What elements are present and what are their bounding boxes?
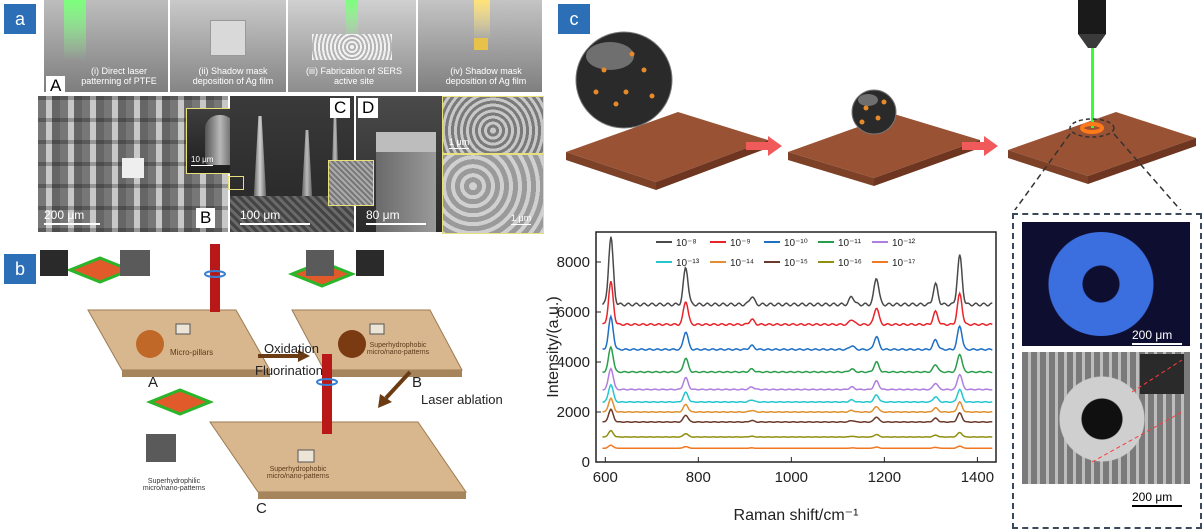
render-step-3: (iii) Fabrication of SERS active site xyxy=(288,0,416,92)
series-layer xyxy=(601,236,993,450)
x-tick-label: 600 xyxy=(593,469,618,486)
scale-bar-80um: 80 μm xyxy=(366,208,426,225)
legend-label-9: 10⁻¹⁷ xyxy=(892,258,916,269)
fluorescence-image: 200 μm xyxy=(1022,222,1190,346)
series-line-9 xyxy=(602,444,993,450)
fabrication-schematic xyxy=(40,244,467,499)
series-line-0 xyxy=(601,236,993,307)
y-tick-label: 8000 xyxy=(557,254,590,271)
legend-label-2: 10⁻¹⁰ xyxy=(784,238,808,249)
x-axis-label: Raman shift/cm⁻¹ xyxy=(734,507,859,524)
oxidation-label: Oxidation xyxy=(264,341,319,356)
caption-step-1: (i) Direct laser patterning of PTFE xyxy=(81,66,157,86)
subpanel-label-A: A xyxy=(46,76,66,96)
scale-bar-10um: 10 μm xyxy=(191,155,214,166)
y-tick-label: 6000 xyxy=(557,304,590,321)
render-step-2: (ii) Shadow mask deposition of Ag film xyxy=(170,0,286,92)
schematic-label-C: C xyxy=(256,500,267,517)
legend-label-8: 10⁻¹⁶ xyxy=(838,258,862,269)
superhydrophilic-label: Superhydrophilic micro/nano-patterns xyxy=(142,478,206,492)
raman-spectra-chart: 600 800 1000 1200 1400 0 2000 4000 6000 8000 10⁻… xyxy=(545,231,997,524)
legend-label-5: 10⁻¹³ xyxy=(676,258,700,269)
legend-label-7: 10⁻¹⁵ xyxy=(784,258,808,269)
sem-image-spot xyxy=(1022,352,1190,484)
superhydrophobic-label-top: Superhydrophobic micro/nano-patterns xyxy=(366,342,430,356)
series-line-4 xyxy=(602,367,993,391)
schematic-label-B: B xyxy=(412,374,423,391)
laser-ablation-label: Laser ablation xyxy=(421,392,503,407)
subpanel-label-C: C xyxy=(330,98,351,118)
subpanel-label-B: B xyxy=(196,208,216,228)
legend-label-6: 10⁻¹⁴ xyxy=(730,258,754,269)
x-axis-ticks: 600 800 1000 1200 1400 xyxy=(593,457,994,486)
series-line-8 xyxy=(602,429,993,438)
series-line-2 xyxy=(602,314,993,351)
caption-step-3: (iii) Fabrication of SERS active site xyxy=(305,66,403,86)
scale-bar-200um-bottom: 200 μm xyxy=(1132,490,1182,507)
legend-label-3: 10⁻¹¹ xyxy=(838,238,862,249)
subpanel-label-D: D xyxy=(358,98,379,118)
panel-tag-a: a xyxy=(4,4,36,34)
schematic-label-A: A xyxy=(148,374,159,391)
y-axis-label: Intensity/(a.u.) xyxy=(545,296,562,397)
caption-step-4: (iv) Shadow mask deposition of Ag film xyxy=(445,66,527,86)
legend-label-0: 10⁻⁸ xyxy=(676,238,697,249)
x-tick-label: 800 xyxy=(686,469,711,486)
scale-bar-200um-top: 200 μm xyxy=(1132,328,1182,345)
series-line-7 xyxy=(602,408,993,423)
y-tick-label: 0 xyxy=(582,454,590,471)
x-tick-label: 1000 xyxy=(775,469,808,486)
fluorination-label: Fluorination xyxy=(255,363,323,378)
panel-tag-c: c xyxy=(558,4,590,34)
y-tick-label: 4000 xyxy=(557,354,590,371)
droplet-evaporation-schematic xyxy=(566,0,1196,210)
legend: 10⁻⁸ 10⁻⁹ 10⁻¹⁰ 10⁻¹¹ 10⁻¹² 10⁻¹³ 10⁻¹⁴ 10⁻¹⁵ 10… xyxy=(656,238,916,269)
series-line-5 xyxy=(602,383,993,404)
scale-bar-200um: 200 μm xyxy=(44,208,100,225)
scale-bar-100um: 100 μm xyxy=(240,208,310,225)
sem-inset-top-right: 1 μm xyxy=(442,96,544,154)
series-line-3 xyxy=(602,345,993,374)
series-line-6 xyxy=(602,397,993,414)
inset-marker xyxy=(228,176,244,190)
sem-inset-left xyxy=(328,160,374,206)
y-tick-label: 2000 xyxy=(557,404,590,421)
caption-step-2: (ii) Shadow mask deposition of Ag film xyxy=(192,66,274,86)
render-step-4: (iv) Shadow mask deposition of Ag film xyxy=(418,0,542,92)
dashed-red-indicator xyxy=(1022,352,1190,484)
legend-label-1: 10⁻⁹ xyxy=(730,238,751,249)
y-axis-ticks: 0 2000 4000 6000 8000 xyxy=(557,254,601,471)
panel-tag-b: b xyxy=(4,254,36,284)
x-tick-label: 1400 xyxy=(961,469,994,486)
zoom-box xyxy=(1012,213,1202,529)
series-line-1 xyxy=(602,281,993,327)
superhydrophobic-label-bottom: Superhydrophobic micro/nano-patterns xyxy=(266,466,330,480)
micro-pillars-label: Micro-pillars xyxy=(170,348,214,357)
scale-bar-1um-b: 1 μm xyxy=(511,213,532,225)
sem-inset-bottom-right: 1 μm xyxy=(442,154,544,234)
scale-bar-1um-a: 1 μm xyxy=(449,137,470,149)
legend-label-4: 10⁻¹² xyxy=(892,238,916,249)
x-tick-label: 1200 xyxy=(868,469,901,486)
plot-frame xyxy=(595,231,997,463)
